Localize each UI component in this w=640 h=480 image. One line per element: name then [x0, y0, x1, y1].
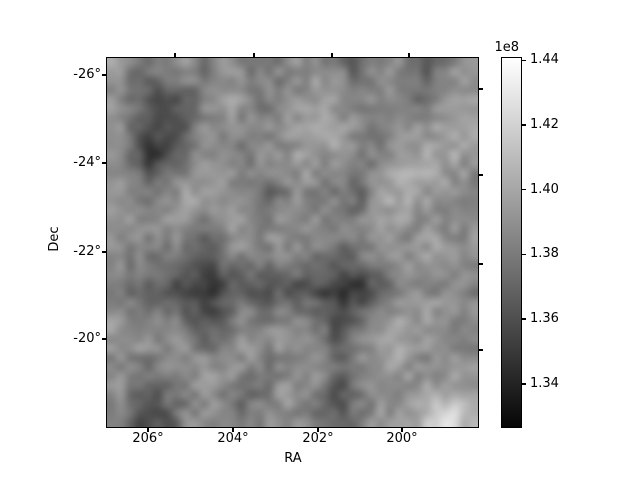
y-right-tick: [479, 174, 483, 176]
y-tick-label: -24°: [73, 155, 101, 170]
x-tick-label: 200°: [386, 431, 418, 446]
colorbar-gradient: [501, 57, 522, 428]
x-tick-label: 204°: [217, 431, 249, 446]
colorbar-scale-offset-label: 1e8: [494, 40, 519, 55]
y-tick: [102, 162, 106, 164]
y-tick-label: -26°: [73, 67, 101, 82]
colorbar-tick-label: 1.44: [530, 52, 559, 68]
x-tick: [232, 428, 234, 432]
y-right-tick: [479, 88, 483, 90]
colorbar-tick: [522, 124, 526, 126]
x-top-tick: [253, 53, 255, 57]
x-top-tick: [174, 53, 176, 57]
x-top-tick: [331, 53, 333, 57]
colorbar-tick: [522, 253, 526, 256]
colorbar-tick: [522, 318, 526, 320]
y-tick: [102, 251, 106, 253]
colorbar-tick: [522, 188, 526, 191]
x-tick: [147, 428, 149, 432]
y-right-tick: [479, 349, 483, 351]
y-tick-label: -22°: [73, 244, 101, 259]
x-tick-label: 202°: [302, 431, 334, 446]
colorbar-tick: [522, 383, 526, 385]
colorbar-tick-label: 1.34: [530, 375, 559, 391]
colorbar-tick: [522, 59, 526, 62]
y-right-tick: [479, 263, 483, 265]
y-tick: [102, 338, 106, 340]
x-axis-label: RA: [284, 451, 302, 466]
y-tick: [102, 74, 106, 76]
heatmap-image: [106, 57, 479, 428]
x-top-tick: [408, 53, 410, 57]
colorbar-tick-label: 1.36: [530, 311, 559, 327]
x-tick: [317, 428, 319, 432]
y-tick-label: -20°: [73, 331, 101, 346]
colorbar-tick-label: 1.38: [530, 246, 559, 262]
x-tick: [401, 428, 403, 432]
y-axis-label: Dec: [47, 226, 62, 252]
x-tick-label: 206°: [132, 431, 164, 446]
colorbar-tick-label: 1.40: [530, 181, 559, 197]
colorbar-tick-label: 1.42: [530, 117, 559, 132]
